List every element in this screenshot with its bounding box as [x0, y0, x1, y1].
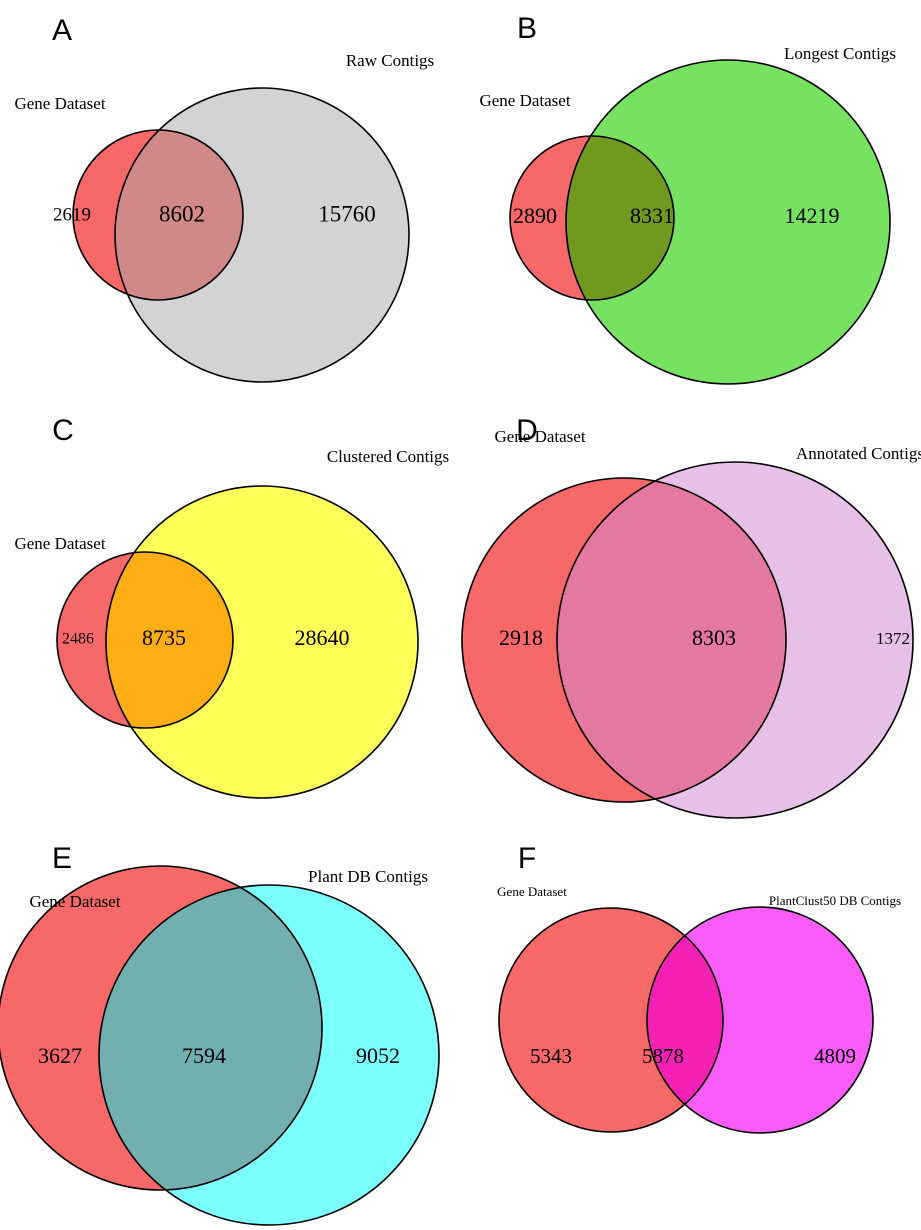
set-label: Gene Dataset: [494, 427, 585, 446]
circle-outline: [646, 906, 874, 1134]
overlap-region: [647, 908, 723, 1132]
region-count: 5343: [530, 1044, 572, 1068]
circle-outline: [105, 485, 419, 799]
region-count: 9052: [356, 1043, 400, 1068]
set-label: Raw Contigs: [346, 51, 434, 70]
region-count: 28640: [295, 625, 350, 650]
set-label: Longest Contigs: [784, 44, 896, 63]
set-label: Annotated Contigs: [796, 444, 921, 463]
region-count: 8303: [692, 625, 736, 650]
panel-label: D: [516, 414, 538, 447]
venn-panel: C Gene Dataset Clustered Contigs 2486 8735 28…: [14, 414, 449, 799]
panel-label: E: [52, 842, 72, 875]
venn-panel: A Gene Dataset Raw Contigs 2619 8602 15760: [14, 14, 434, 383]
circle-outline: [498, 907, 724, 1133]
circle-outline: [114, 87, 410, 383]
region-count: 2619: [53, 204, 91, 225]
set-label: Gene Dataset: [14, 534, 105, 553]
panel-label: A: [52, 14, 72, 47]
circle-outline: [98, 884, 440, 1226]
venn-panel: E Gene Dataset Plant DB Contigs 3627 7594 905…: [0, 842, 440, 1226]
circle-outline: [461, 477, 787, 803]
circle-outline: [0, 865, 323, 1191]
set-label: Clustered Contigs: [327, 447, 449, 466]
set-label: PlantClust50 DB Contigs: [769, 893, 901, 908]
panel-label: F: [518, 842, 536, 875]
region-count: 7594: [182, 1043, 226, 1068]
set-circle: [566, 60, 890, 384]
panel-label: C: [52, 414, 74, 447]
region-count: 8735: [142, 625, 186, 650]
set-label: Gene Dataset: [29, 892, 120, 911]
region-count: 4809: [814, 1044, 856, 1068]
overlap-region: [115, 130, 243, 300]
region-count: 2918: [499, 625, 543, 650]
circle-outline: [556, 461, 914, 819]
panel-label: B: [517, 12, 537, 45]
venn-panel: F Gene Dataset PlantClust50 DB Contigs 5343…: [497, 842, 901, 1134]
region-count: 8331: [630, 203, 674, 228]
venn-panel: B Gene Dataset Longest Contigs 2890 8331 1421…: [479, 12, 896, 385]
region-count: 2890: [513, 203, 557, 228]
region-count: 15760: [318, 201, 376, 226]
region-count: 8602: [159, 201, 205, 226]
set-label: Gene Dataset: [479, 91, 570, 110]
region-count: 5878: [642, 1044, 684, 1068]
overlap-region: [99, 885, 322, 1190]
set-label: Plant DB Contigs: [308, 867, 428, 886]
circle-outline: [509, 135, 675, 301]
set-label: Gene Dataset: [14, 94, 105, 113]
region-count: 14219: [785, 203, 840, 228]
region-count: 3627: [38, 1043, 82, 1068]
region-count: 1372: [876, 629, 910, 648]
region-count: 2486: [62, 631, 94, 648]
set-label: Gene Dataset: [497, 884, 567, 899]
circle-outline: [565, 59, 891, 385]
circle-outline: [56, 551, 234, 729]
overlap-region: [557, 478, 786, 802]
